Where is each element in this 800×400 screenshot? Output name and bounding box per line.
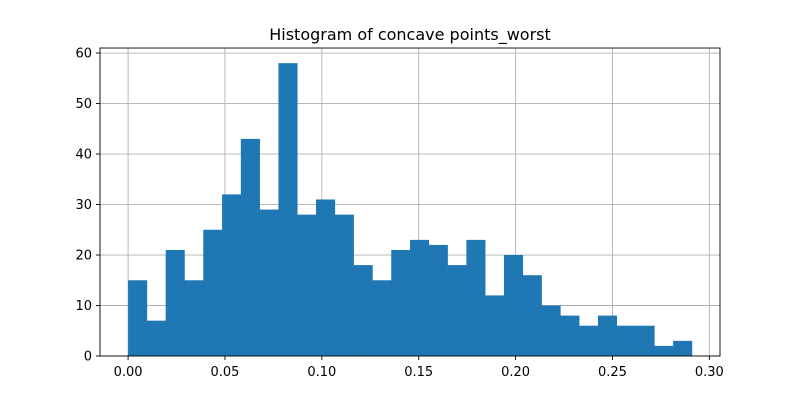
plot-frame [99,47,721,357]
bars-layer [128,63,693,356]
y-tick-label: 0 [84,350,92,365]
histogram-bar [259,209,279,356]
x-tick-label: 0.25 [598,365,627,380]
histogram-bar [654,345,674,356]
axes-layer [99,47,721,357]
histogram-bar [447,265,467,356]
histogram-bar [184,280,204,356]
histogram-bar [203,229,223,356]
histogram-bar [503,255,524,356]
histogram-bar [635,325,655,356]
grid-layer [100,48,720,357]
histogram-bar [165,249,185,356]
histogram-bar [240,138,260,356]
histogram-bar [541,305,561,356]
histogram-bar [353,265,373,356]
histogram-bar [316,199,336,356]
ticks-layer: 0.00 0.05 0.10 0.15 0.20 0.25 0.30 0 10 20 30 40 50 6… [75,47,723,380]
histogram-bar [485,295,505,356]
x-tick-label: 0.10 [307,365,336,380]
histogram-bar [222,194,242,356]
histogram-bar [522,275,542,356]
chart-title: Histogram of concave points_worst [269,25,551,45]
histogram-bar [410,239,430,356]
histogram-bar [146,320,166,356]
histogram-bar [597,315,618,356]
histogram-bar [560,315,580,356]
x-tick-label: 0.20 [501,365,530,380]
histogram-bar [616,325,636,356]
x-tick-label: 0.05 [210,365,239,380]
x-tick-label: 0.00 [114,365,143,380]
y-tick-label: 60 [75,47,92,62]
histogram-bar [278,63,298,356]
y-tick-label: 40 [75,148,92,163]
histogram-bar [391,249,411,356]
histogram-bar [334,214,354,356]
histogram-bar [428,244,448,356]
y-tick-label: 50 [75,97,92,112]
histogram-bar [579,325,599,356]
histogram-bar [128,280,148,356]
x-tick-label: 0.15 [404,365,433,380]
y-tick-label: 10 [75,299,92,314]
y-tick-label: 30 [75,198,92,213]
x-tick-label: 0.30 [695,365,724,380]
y-tick-label: 20 [75,249,92,264]
histogram-bar [466,239,486,356]
histogram-bar [297,214,317,356]
histogram-bar [673,340,693,356]
histogram-bar [372,280,392,356]
